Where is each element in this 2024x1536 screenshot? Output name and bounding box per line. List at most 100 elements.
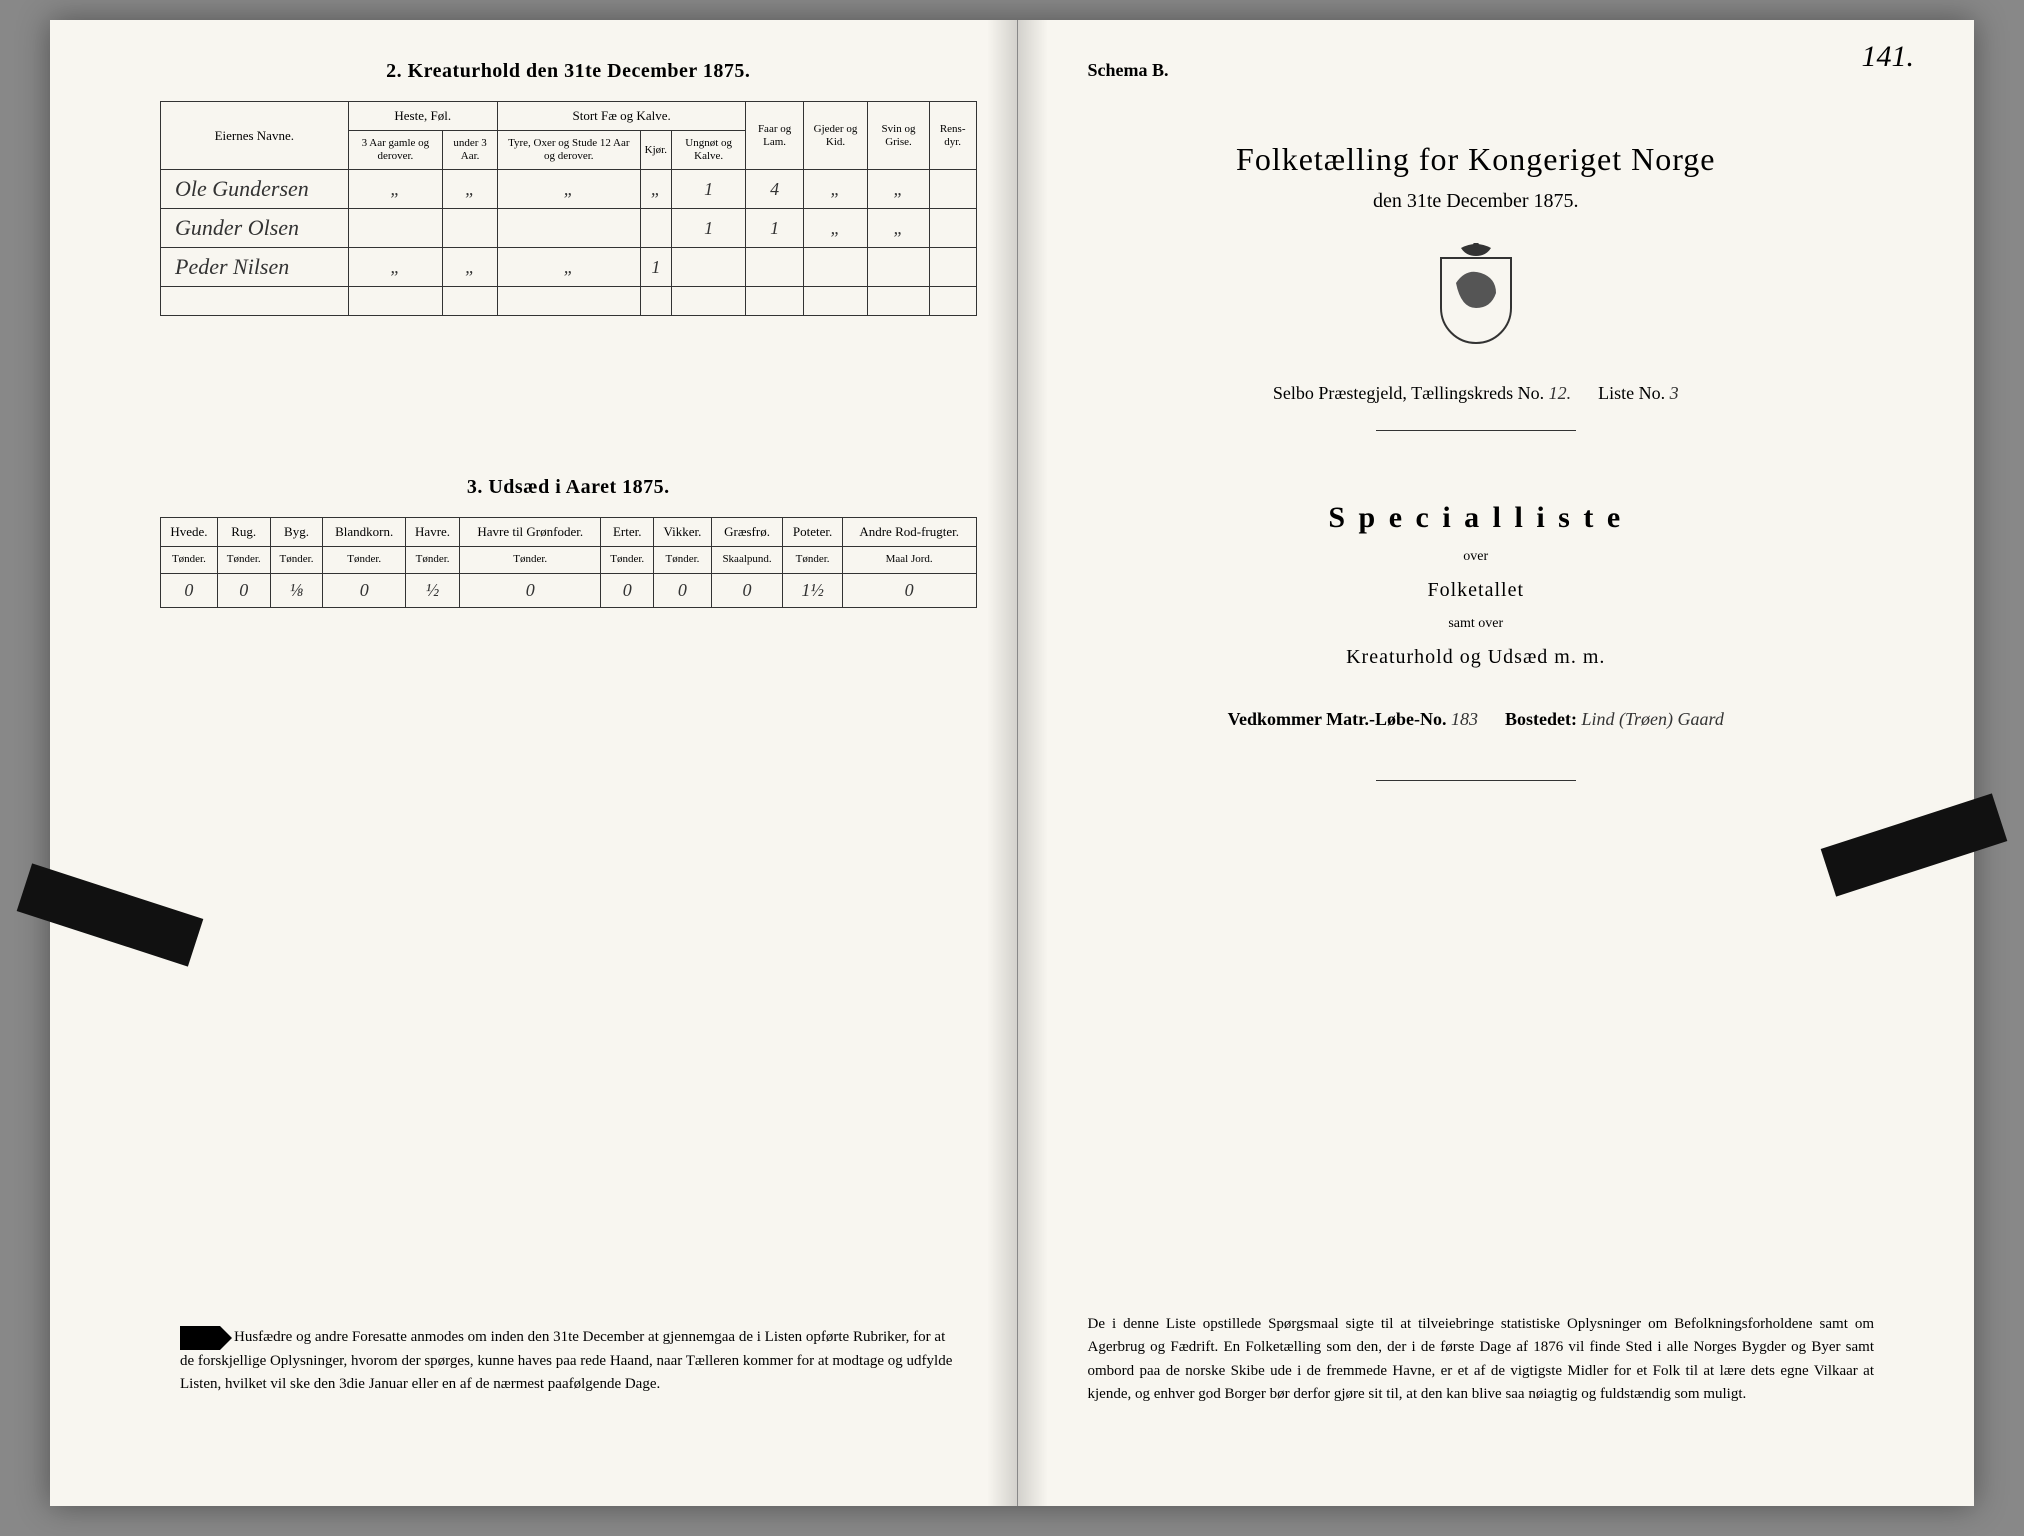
col-svin: Svin og Grise.	[868, 102, 930, 170]
col-header: Græsfrø.	[711, 518, 783, 547]
cell-value	[868, 287, 930, 316]
col-group-heste: Heste, Føl.	[348, 102, 497, 131]
specialliste-title: S p e c i a l l i s t e	[1068, 501, 1885, 535]
cell-value: 0	[601, 573, 654, 607]
cell-value	[443, 287, 498, 316]
cell-value: „	[868, 170, 930, 209]
cell-value: „	[497, 248, 640, 287]
col-unit: Maal Jord.	[842, 547, 976, 573]
col-stort-a: Tyre, Oxer og Stude 12 Aar og derover.	[497, 131, 640, 170]
col-unit: Tønder.	[323, 547, 406, 573]
col-header: Andre Rod-frugter.	[842, 518, 976, 547]
section2-title: 2. Kreaturhold den 31te December 1875.	[160, 60, 977, 83]
col-header: Havre til Grønfoder.	[460, 518, 601, 547]
folketallet-label: Folketallet	[1068, 579, 1885, 602]
cell-value: 0	[217, 573, 270, 607]
cell-value: „	[497, 170, 640, 209]
col-stort-c: Ungnøt og Kalve.	[671, 131, 745, 170]
gutter-shadow	[1018, 20, 1048, 1506]
page-number: 141.	[1862, 40, 1915, 74]
col-unit: Tønder.	[217, 547, 270, 573]
cell-value: 0	[711, 573, 783, 607]
cell-value: 4	[746, 170, 804, 209]
col-stort-b: Kjør.	[640, 131, 671, 170]
liste-prefix: Liste No.	[1598, 383, 1665, 403]
col-rens: Rens-dyr.	[929, 102, 976, 170]
cell-value	[746, 287, 804, 316]
col-heste-a: 3 Aar gamle og derover.	[348, 131, 443, 170]
cell-value	[929, 248, 976, 287]
bostedet-label: Bostedet:	[1505, 709, 1577, 729]
pointer-icon	[180, 1326, 220, 1350]
col-unit: Tønder.	[460, 547, 601, 573]
cell-value	[929, 209, 976, 248]
cell-value	[929, 170, 976, 209]
col-header: Rug.	[217, 518, 270, 547]
liste-no: 3	[1670, 383, 1679, 403]
cell-value: ⅛	[270, 573, 323, 607]
cell-value: 1	[671, 170, 745, 209]
date-line: den 31te December 1875.	[1068, 190, 1885, 213]
kreatur-label: Kreaturhold og Udsæd m. m.	[1068, 646, 1885, 669]
col-header: Erter.	[601, 518, 654, 547]
cell-value	[803, 248, 867, 287]
col-header: Blandkorn.	[323, 518, 406, 547]
owner-name: Peder Nilsen	[161, 248, 349, 287]
district-line: Selbo Præstegjeld, Tællingskreds No. 12.…	[1068, 383, 1885, 404]
divider	[1376, 430, 1576, 431]
cell-value: 1	[671, 209, 745, 248]
cell-value: 0	[323, 573, 406, 607]
cell-value: „	[348, 170, 443, 209]
col-unit: Tønder.	[161, 547, 218, 573]
table-row	[161, 287, 977, 316]
col-heste-b: under 3 Aar.	[443, 131, 498, 170]
cell-value: 0	[654, 573, 712, 607]
cell-value	[348, 209, 443, 248]
district-no: 12.	[1549, 383, 1572, 403]
cell-value: „	[803, 170, 867, 209]
col-unit: Tønder.	[405, 547, 459, 573]
cell-value: 0	[161, 573, 218, 607]
cell-value: „	[443, 170, 498, 209]
right-page: 141. Schema B. Folketælling for Kongerig…	[1018, 20, 1975, 1506]
kreaturhold-table: Eiernes Navne. Heste, Føl. Stort Fæ og K…	[160, 101, 977, 316]
cell-value: „	[803, 209, 867, 248]
col-header: Havre.	[405, 518, 459, 547]
col-gjeder: Gjeder og Kid.	[803, 102, 867, 170]
cell-value: „	[443, 248, 498, 287]
matr-no: 183	[1451, 709, 1478, 729]
cell-value: 1	[746, 209, 804, 248]
district-prefix: Selbo Præstegjeld, Tællingskreds No.	[1273, 383, 1544, 403]
coat-of-arms-icon	[1431, 243, 1521, 353]
owner-name: Gunder Olsen	[161, 209, 349, 248]
cell-value	[443, 209, 498, 248]
cell-value	[497, 209, 640, 248]
cell-value: 1	[640, 248, 671, 287]
cell-value	[929, 287, 976, 316]
col-owner: Eiernes Navne.	[161, 102, 349, 170]
udsaed-table: Hvede.Rug.Byg.Blandkorn.Havre.Havre til …	[160, 517, 977, 607]
cell-value: 0	[460, 573, 601, 607]
matr-line: Vedkommer Matr.-Løbe-No. 183 Bostedet: L…	[1068, 709, 1885, 730]
cell-value	[161, 287, 349, 316]
table-row: Peder Nilsen„„„1	[161, 248, 977, 287]
col-unit: Tønder.	[783, 547, 842, 573]
col-unit: Tønder.	[270, 547, 323, 573]
bostedet-value: Lind (Trøen) Gaard	[1581, 709, 1723, 729]
col-header: Poteter.	[783, 518, 842, 547]
col-unit: Skaalpund.	[711, 547, 783, 573]
cell-value: „	[348, 248, 443, 287]
owner-name: Ole Gundersen	[161, 170, 349, 209]
col-unit: Tønder.	[654, 547, 712, 573]
col-unit: Tønder.	[601, 547, 654, 573]
book-spread: 2. Kreaturhold den 31te December 1875. E…	[50, 20, 1974, 1506]
table-row: Gunder Olsen11„„	[161, 209, 977, 248]
col-header: Hvede.	[161, 518, 218, 547]
cell-value	[640, 209, 671, 248]
table-row: Ole Gundersen„„„„14„„	[161, 170, 977, 209]
cell-value	[671, 287, 745, 316]
main-title: Folketælling for Kongeriget Norge	[1068, 141, 1885, 178]
col-faar: Faar og Lam.	[746, 102, 804, 170]
cell-value: „	[868, 209, 930, 248]
cell-value	[803, 287, 867, 316]
